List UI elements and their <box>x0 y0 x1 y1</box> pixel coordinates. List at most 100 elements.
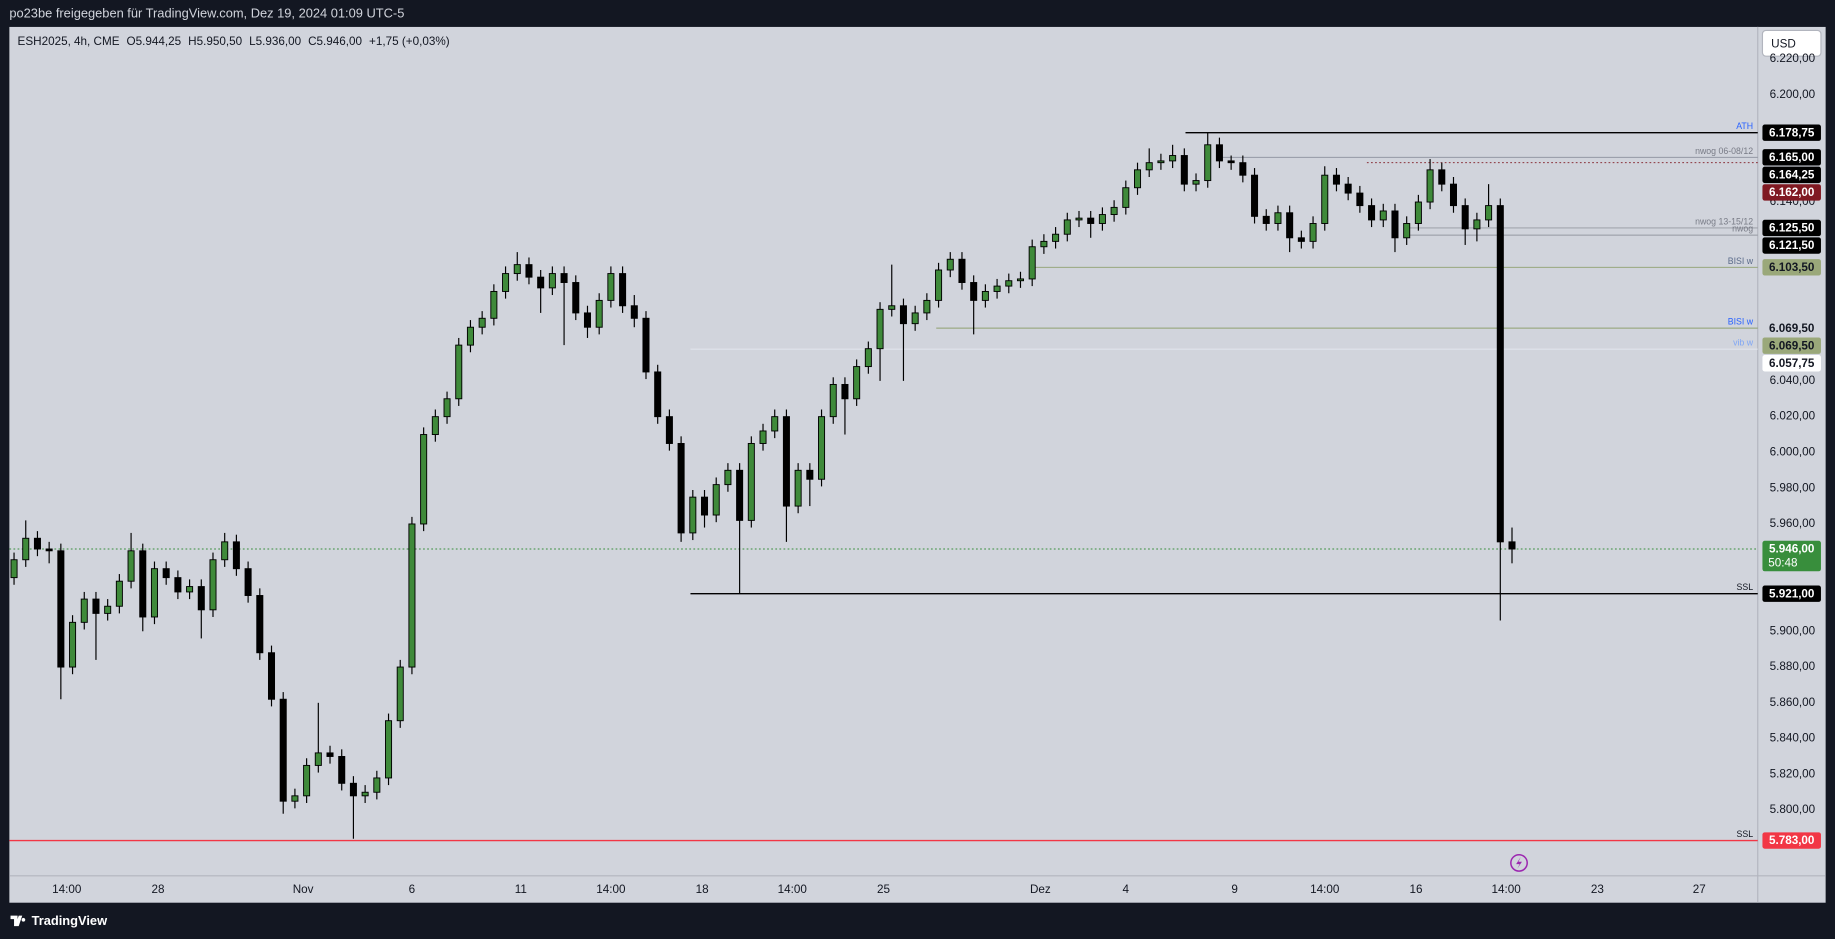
candle-body <box>162 568 170 579</box>
candle-body <box>267 652 276 700</box>
candle <box>712 477 720 523</box>
candle <box>420 427 428 532</box>
alert-bolt[interactable] <box>1516 857 1522 869</box>
candle <box>1215 137 1223 169</box>
candle <box>537 269 545 313</box>
candle <box>747 436 755 528</box>
candle <box>642 311 650 380</box>
candle-body <box>1461 205 1469 230</box>
currency-button-bg[interactable] <box>1761 29 1822 57</box>
y-tick-label: 5.840,00 <box>1770 732 1816 745</box>
x-tick-label: Nov <box>293 883 314 896</box>
candle <box>630 295 638 328</box>
candle <box>57 543 65 700</box>
candle-body <box>899 305 907 325</box>
candle <box>1169 144 1177 169</box>
candle-body <box>478 317 486 328</box>
candle-body <box>385 720 393 779</box>
candle <box>396 659 404 728</box>
x-tick-label: 14:00 <box>596 883 626 896</box>
candle <box>689 489 697 541</box>
candle-body <box>665 416 673 444</box>
level-note: SSL <box>1737 829 1754 839</box>
bar-countdown: 50:48 <box>1768 557 1797 570</box>
candle-body <box>1005 280 1013 287</box>
candle-body <box>1438 169 1446 185</box>
candle <box>513 252 521 281</box>
x-tick-label: 27 <box>1693 883 1706 896</box>
candle-body <box>466 326 474 346</box>
candle <box>22 520 30 567</box>
price-badge <box>1762 319 1821 337</box>
candle <box>1426 159 1434 210</box>
x-tick-label: 25 <box>877 883 890 896</box>
currency-label[interactable]: USD <box>1771 38 1796 51</box>
candle-body <box>1391 210 1399 239</box>
candle-body <box>513 264 521 275</box>
candle-body <box>502 273 510 292</box>
alert-icon[interactable] <box>1510 853 1528 872</box>
candle-body <box>104 605 112 614</box>
candle <box>232 534 240 576</box>
level-note: ATH <box>1736 121 1753 131</box>
candle <box>408 516 416 675</box>
alert-circle[interactable] <box>1510 853 1528 872</box>
level-note: BISI w <box>1728 317 1754 327</box>
candle-body <box>654 371 662 418</box>
candle-body <box>747 443 755 521</box>
candle-body <box>1028 246 1036 280</box>
candle <box>1180 148 1188 192</box>
currency-button[interactable]: USD <box>1761 29 1822 57</box>
candle-body <box>232 541 240 570</box>
candle-body <box>1297 237 1305 242</box>
price-badge-label: 5.946,00 <box>1769 543 1815 556</box>
candle-body <box>759 430 767 444</box>
candle-body <box>314 752 322 766</box>
candle-body <box>139 550 147 618</box>
price-badge-label: 6.069,50 <box>1769 322 1815 335</box>
candle-body <box>338 756 346 784</box>
y-tick-label: 5.820,00 <box>1770 767 1816 780</box>
price-badge-label: 6.057,75 <box>1769 357 1815 370</box>
candle <box>221 532 229 567</box>
candle-body <box>619 273 627 307</box>
price-badge <box>1762 540 1821 572</box>
candle-body <box>1227 160 1235 164</box>
candle <box>888 264 896 317</box>
candle-body <box>1157 160 1165 164</box>
candle <box>186 579 194 600</box>
candle-body <box>1508 541 1516 550</box>
candle <box>1063 212 1071 242</box>
candle-body <box>1169 155 1177 162</box>
candle <box>455 337 463 406</box>
x-tick-label: 16 <box>1410 883 1423 896</box>
candle <box>1473 212 1481 242</box>
candle <box>806 463 814 507</box>
candle <box>139 543 147 632</box>
candle <box>560 266 568 346</box>
candle-body <box>583 312 591 328</box>
candle-body <box>818 416 826 480</box>
price-badge-label: 6.069,50 <box>1769 339 1815 352</box>
candle-body <box>1496 205 1504 543</box>
candle-body <box>771 416 779 432</box>
level-note: nwog 06-08/12 <box>1695 146 1753 156</box>
candle <box>1309 216 1317 249</box>
candle <box>935 262 943 308</box>
candle-body <box>1426 169 1434 203</box>
level-note: BISI w <box>1728 256 1754 266</box>
candle <box>291 788 299 809</box>
candle <box>1321 166 1329 231</box>
candle <box>127 532 135 589</box>
candle-body <box>1040 240 1048 248</box>
candle <box>244 561 252 603</box>
candle-body <box>1485 205 1493 221</box>
candle <box>1461 198 1469 245</box>
candle <box>197 579 205 639</box>
candle <box>525 257 533 285</box>
legend-item: L5.936,00 <box>249 35 301 48</box>
candle <box>759 423 767 451</box>
candle <box>267 645 276 707</box>
